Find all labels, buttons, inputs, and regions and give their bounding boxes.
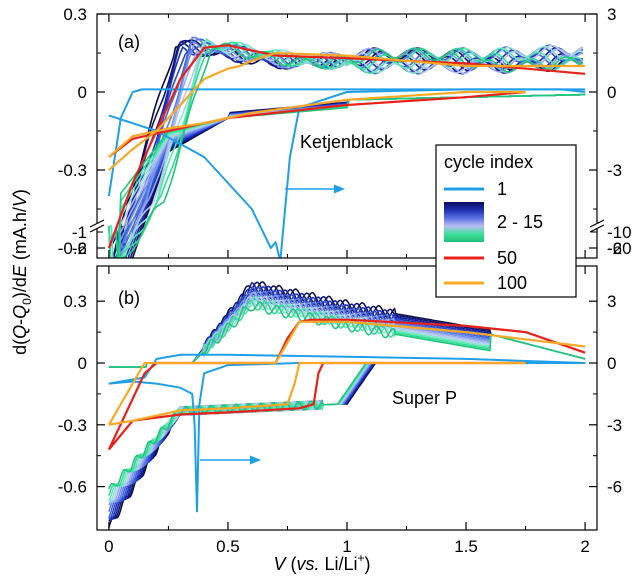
legend-title: cycle index bbox=[444, 152, 533, 172]
series-1-a-discharge bbox=[108, 88, 586, 258]
panel-b-xtick-label: 1.5 bbox=[454, 537, 478, 556]
panel-b-xtick-label: 0 bbox=[104, 537, 113, 556]
legend-label-50: 50 bbox=[497, 248, 517, 268]
panel-a-axis-break-right bbox=[591, 223, 603, 229]
panel-a-ytick-right-label: 3 bbox=[607, 5, 616, 24]
panel-b-ytick-left-label: 0 bbox=[78, 354, 87, 373]
panel-b-ytick-right-label: 3 bbox=[607, 292, 616, 311]
series-50-b-charge bbox=[107, 318, 586, 450]
panel-a-ytick-right-lower-label: -20 bbox=[607, 239, 632, 258]
y-axis-label-d1: d( bbox=[10, 339, 30, 355]
legend-label-100: 100 bbox=[497, 273, 527, 293]
y-axis-label-minus: - bbox=[10, 319, 30, 325]
series-2-15-a-charge bbox=[108, 41, 584, 258]
panel-a-ytick-left-label: -0.3 bbox=[58, 161, 87, 180]
panel-a-ytick-right-label: -3 bbox=[607, 161, 622, 180]
series-2-15-b-discharge bbox=[108, 362, 586, 501]
panel-b-plot-area bbox=[107, 281, 586, 529]
panel-a-axis-break-left bbox=[91, 223, 103, 229]
y-axis-label-v: V bbox=[10, 193, 30, 207]
y-axis-label-close: ) bbox=[10, 189, 30, 195]
series-2-15-b-discharge bbox=[108, 362, 586, 503]
series-2-15-b-discharge bbox=[108, 362, 586, 503]
y-axis-label-sub: 0 bbox=[20, 298, 34, 305]
legend-label-1: 1 bbox=[497, 179, 507, 199]
series-2-15-b-discharge bbox=[108, 362, 586, 497]
panel-b-axes: 0.3 0 -0.3 -0.6 3 0 -3 -6 0 0.5 1 1.5 2 bbox=[58, 265, 622, 556]
panel-b-ytick-right-label: 0 bbox=[607, 354, 616, 373]
series-2-15-b-discharge bbox=[108, 362, 586, 506]
panel-a-label: (a) bbox=[118, 32, 140, 52]
panel-b-xtick-label: 1 bbox=[342, 537, 351, 556]
series-100-a-discharge bbox=[108, 90, 526, 158]
x-axis-label-close: ) bbox=[365, 554, 371, 574]
series-2-15-b-discharge bbox=[108, 362, 586, 520]
panel-b-ytick-right-label: -3 bbox=[607, 416, 622, 435]
series-2-15-b-discharge bbox=[108, 362, 586, 518]
series-2-15-b-discharge bbox=[108, 362, 586, 503]
panel-b: 0.3 0 -0.3 -0.6 3 0 -3 -6 0 0.5 1 1.5 2 bbox=[58, 265, 622, 556]
panel-a: 0.3 0 -0.3 -0.6 3 0 -3 -6 -1-2 -10-20 bbox=[58, 5, 632, 259]
panel-a-ytick-left-label: 0 bbox=[78, 83, 87, 102]
panel-a-right-axis-arrow bbox=[285, 184, 345, 194]
panel-b-xtick-label: 2 bbox=[580, 537, 589, 556]
y-axis-label-mid: )/d bbox=[10, 277, 30, 298]
series-50-b bbox=[107, 318, 586, 451]
series-2-15-b-discharge bbox=[108, 362, 586, 513]
series-1-b-charge bbox=[108, 353, 586, 385]
x-axis-label-open: ( bbox=[285, 554, 296, 574]
panel-b-ytick-left-label: 0.3 bbox=[63, 292, 87, 311]
panel-a-axis-break-mark bbox=[589, 219, 605, 228]
legend: cycle index 1 2 - 15 50 100 bbox=[435, 144, 577, 298]
panel-a-ytick-right-label: 0 bbox=[607, 83, 616, 102]
series-100-b-discharge bbox=[108, 361, 526, 426]
y-axis-label-unit: (mA.h/ bbox=[10, 207, 30, 265]
panel-a-ytick-left-label: -0.6 bbox=[58, 239, 87, 258]
y-axis-label-q2: Q bbox=[10, 305, 30, 319]
series-1-b-discharge bbox=[108, 362, 586, 513]
x-axis-label-vs: vs. bbox=[296, 554, 319, 574]
panel-a-ytick-left-lower-label: -1 bbox=[72, 223, 87, 242]
legend-label-2-15: 2 - 15 bbox=[497, 212, 543, 232]
x-axis-label-sup: + bbox=[358, 551, 365, 565]
panel-b-ytick-left-label: -0.3 bbox=[58, 416, 87, 435]
series-2-15-b-discharge bbox=[108, 362, 586, 521]
panel-b-label: (b) bbox=[118, 288, 140, 308]
panel-a-axes: 0.3 0 -0.3 -0.6 3 0 -3 -6 -1-2 -10-20 bbox=[58, 5, 632, 259]
series-2-15-b-discharge bbox=[108, 362, 586, 521]
legend-swatch-2-15 bbox=[444, 202, 484, 242]
y-axis-label-e: E bbox=[10, 264, 30, 277]
panel-a-ytick-right-lower-label: -10 bbox=[607, 223, 632, 242]
panel-b-ytick-left-label: -0.6 bbox=[58, 478, 87, 497]
x-axis-label-v: V bbox=[273, 554, 287, 574]
panel-a-ytick-left-lower-label: -2 bbox=[72, 239, 87, 258]
series-100-b-charge bbox=[107, 320, 586, 426]
series-100-a bbox=[108, 51, 586, 171]
y-axis-label: d(Q-Q0)/dE (mA.h/V) bbox=[10, 189, 34, 355]
series-1-a bbox=[107, 88, 586, 258]
panel-b-right-axis-arrow bbox=[200, 455, 261, 465]
panel-b-ytick-right-label: -6 bbox=[607, 478, 622, 497]
series-100-a-charge bbox=[108, 51, 586, 171]
panel-a-axis-break-mark bbox=[89, 219, 105, 228]
panel-b-xtick-label: 0.5 bbox=[216, 537, 240, 556]
panel-a-annotation: Ketjenblack bbox=[300, 132, 394, 152]
panel-b-annotation: Super P bbox=[392, 388, 457, 408]
panel-a-plot-area bbox=[107, 36, 586, 258]
y-axis-label-q1: Q bbox=[10, 325, 30, 339]
series-1-b bbox=[108, 353, 586, 513]
series-2-15-b-discharge bbox=[108, 362, 586, 490]
series-2-15-a-charge bbox=[108, 37, 584, 258]
panel-a-axis-break-mark bbox=[89, 224, 105, 233]
panel-a-ytick-right-label: -6 bbox=[607, 239, 622, 258]
panel-a-axis-break-mark bbox=[589, 224, 605, 233]
series-100-b bbox=[107, 320, 586, 426]
x-axis-label-rest: Li/Li bbox=[319, 554, 357, 574]
panel-a-ytick-left-label: 0.3 bbox=[63, 5, 87, 24]
x-axis-label: V (vs. Li/Li+) bbox=[273, 551, 370, 574]
